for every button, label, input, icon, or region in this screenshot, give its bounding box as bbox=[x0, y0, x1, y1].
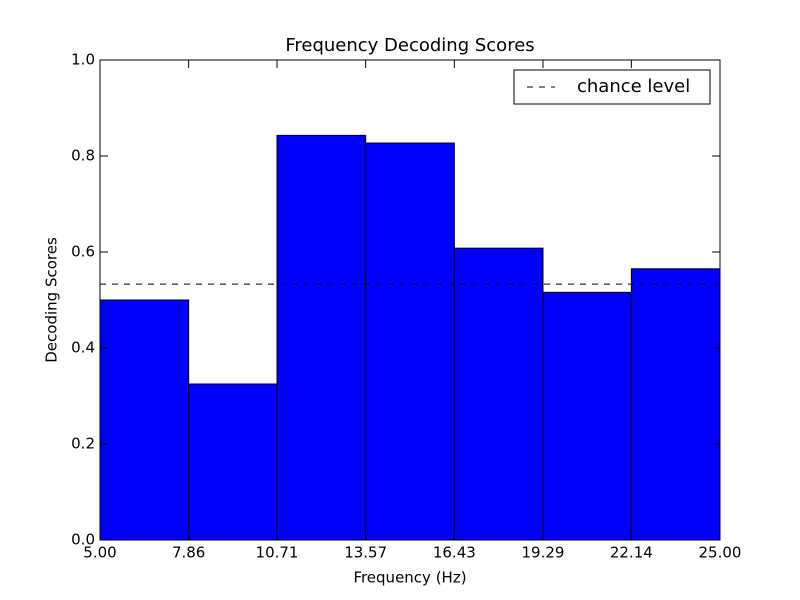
x-tick-label: 7.86 bbox=[172, 544, 205, 562]
x-axis-label: Frequency (Hz) bbox=[353, 569, 466, 587]
y-tick-label: 0.0 bbox=[71, 531, 95, 549]
legend-box bbox=[513, 69, 711, 105]
chart-title: Frequency Decoding Scores bbox=[285, 35, 534, 56]
x-tick-label: 22.14 bbox=[610, 544, 653, 562]
plot-frame bbox=[99, 59, 721, 541]
y-tick-label: 0.8 bbox=[71, 147, 95, 165]
bar bbox=[188, 383, 278, 541]
bar bbox=[99, 299, 190, 541]
y-tick-label: 0.2 bbox=[71, 435, 95, 453]
y-tick-label: 0.6 bbox=[71, 243, 95, 261]
y-tick-label: 1.0 bbox=[71, 51, 95, 69]
y-tick-label: 0.4 bbox=[71, 339, 95, 357]
x-tick-label: 16.43 bbox=[433, 544, 476, 562]
bar bbox=[365, 142, 455, 541]
bar bbox=[630, 268, 721, 541]
x-tick-label: 13.57 bbox=[344, 544, 387, 562]
bar bbox=[276, 134, 367, 541]
bar bbox=[453, 247, 544, 541]
legend-label: chance level bbox=[577, 76, 690, 97]
x-tick-label: 10.71 bbox=[256, 544, 299, 562]
x-tick-label: 25.00 bbox=[699, 544, 742, 562]
x-tick-label: 5.00 bbox=[83, 544, 116, 562]
bar bbox=[542, 291, 632, 541]
x-tick-label: 19.29 bbox=[522, 544, 565, 562]
y-axis-label: Decoding Scores bbox=[43, 237, 61, 363]
